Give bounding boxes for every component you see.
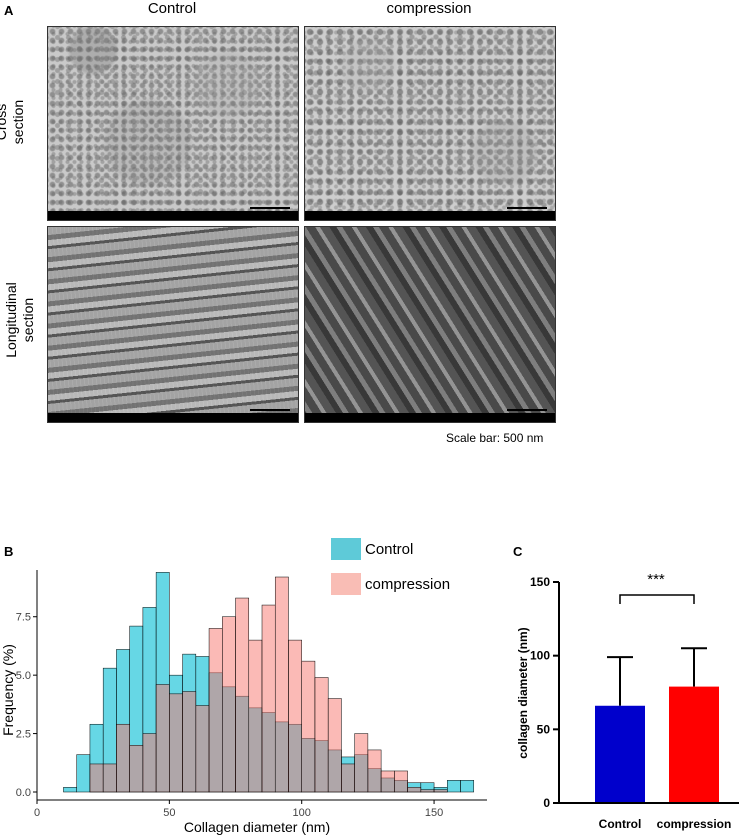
bar-chart-y-tick-label: 50 [537,722,551,736]
row-label-longitudinal-text: Longitudinal section [3,282,36,358]
histogram-x-tick-label: 0 [34,807,40,819]
histogram-bar-compression [261,604,276,793]
histogram-bar-compression [129,745,144,793]
histogram-bar-compression [367,749,382,793]
bar-chart-y-tick-label: 150 [530,575,550,589]
panel-a-letter: A [4,3,14,18]
histogram-bar-control [447,780,461,793]
scale-bar [250,409,290,411]
row-label-cross-text: Cross section [0,99,26,145]
micrograph-info-bar [48,409,298,422]
bar-chart-marks: Control compression [595,647,732,831]
column-title-control: Control [147,0,197,17]
bar-compression [669,686,719,803]
histogram-bar-compression [288,639,302,793]
histogram-bar-compression [195,705,210,793]
panel-c-letter: C [513,544,523,559]
column-title-compression: compression [386,0,472,17]
micrograph-control-longitudinal [47,226,299,423]
legend-label-compression: compression [365,576,451,593]
bar-chart-axes: 0 50 100 150 [530,575,739,810]
histogram-bar-compression [102,763,117,793]
micrograph-info-bar [305,409,555,422]
histogram-bar-compression [433,789,448,793]
micrograph-info-bar [305,207,555,220]
histogram-bar-compression [182,691,197,793]
row-label-cross-section: Cross section [0,72,27,172]
histogram-x-tick-label: 50 [163,807,175,819]
histogram-bar-compression [208,628,223,793]
histogram-bar-compression [341,763,355,793]
micrograph-info-bar [48,207,298,220]
histogram-bar-compression [407,787,422,793]
bar-control [595,705,645,803]
histogram-bar-compression [235,597,250,793]
histogram-bar-compression [327,698,342,793]
micrograph-compression-cross [304,26,556,221]
histogram-bar-compression [274,576,289,793]
histogram-bar-compression [116,723,130,793]
histogram-y-tick-label: 0.0 [16,787,31,799]
histogram-bar-compression [89,763,104,793]
histogram-bar-control [460,780,475,793]
histogram-y-tick-label: 5.0 [16,670,31,682]
histogram-bar-compression [394,770,408,793]
significance-bracket [619,594,695,604]
histogram-bar-compression [314,677,329,793]
panel-b-letter: B [4,544,14,559]
bar-chart-y-tick-label: 100 [530,649,550,663]
histogram-y-axis-label: Frequency (%) [0,644,16,736]
histogram-x-tick-label: 150 [425,807,443,819]
histogram-bar-compression [354,733,369,793]
legend-label-control: Control [365,541,414,558]
histogram-bar-compression [222,616,236,793]
bar-category-label-compression: compression [657,817,732,831]
histogram-axes: 0 50 100 150 0.0 2.5 5.0 7.5 [16,570,487,819]
bar-chart-y-tick-label: 0 [543,796,550,810]
significance-stars: *** [647,571,665,588]
scale-bar [250,207,290,209]
histogram-x-axis-label: Collagen diameter (nm) [184,819,330,835]
histogram-bar-control [76,754,91,793]
histogram-bar-compression [155,684,170,793]
histogram-y-tick-label: 2.5 [16,729,31,741]
micrograph-compression-longitudinal [304,226,556,423]
histogram-bar-compression [420,789,435,793]
micrograph-control-cross [47,26,299,221]
histogram-x-tick-label: 100 [293,807,311,819]
scale-bar-note: Scale bar: 500 nm [446,431,544,445]
histogram-bar-compression [169,693,183,793]
legend-swatch-compression [331,573,361,595]
histogram-bar-compression [380,770,395,793]
histogram-chart: 0 50 100 150 0.0 2.5 5.0 7.5 Collagen diameter … [0,570,487,835]
histogram-bar-control [63,787,77,793]
bar-chart-y-axis-label: collagen diameter (nm) [516,627,530,758]
histogram-series-compression [89,576,448,793]
scale-bar [507,409,547,411]
row-label-longitudinal-section: Longitudinal section [3,260,37,380]
legend-swatch-control [331,538,361,560]
bar-category-label-control: Control [599,817,642,831]
scale-bar [507,207,547,209]
histogram-y-tick-label: 7.5 [16,612,31,624]
histogram-bar-compression [142,733,157,793]
histogram-bar-compression [248,639,263,793]
histogram-bar-compression [301,660,316,793]
mean-diameter-bar-chart: Control compression 0 50 100 150 *** collage… [516,571,739,831]
